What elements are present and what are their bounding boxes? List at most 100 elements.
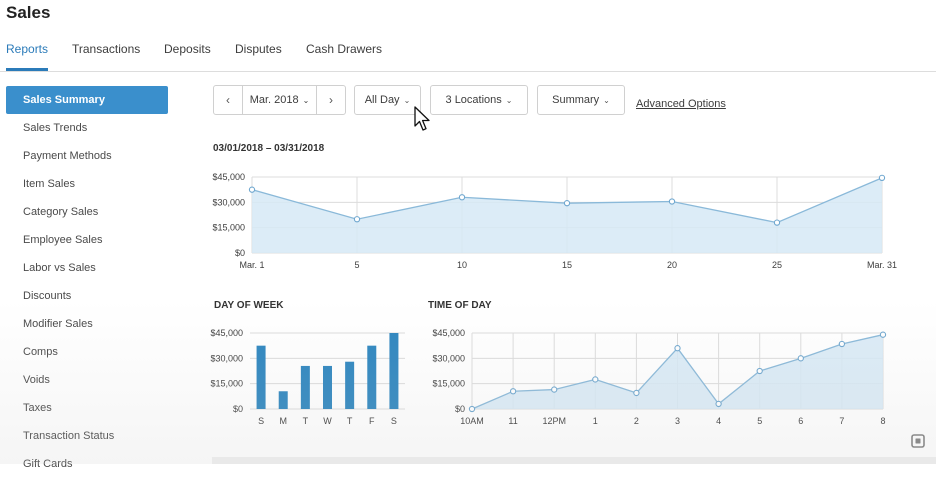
locations-dropdown[interactable]: 3 Locations ⌄	[430, 85, 528, 115]
sidebar-item-item-sales[interactable]: Item Sales	[23, 178, 75, 190]
previous-month-button[interactable]: ‹	[226, 93, 230, 107]
tod-chart-x-tick-label: 7	[839, 416, 844, 426]
dow-chart-y-tick-label: $0	[233, 404, 243, 414]
sidebar-item-taxes[interactable]: Taxes	[23, 402, 52, 414]
tod-chart-y-tick-label: $0	[455, 404, 465, 414]
tod-chart-x-tick-label: 3	[675, 416, 680, 426]
dow-chart-bar	[345, 361, 355, 409]
date-range-label: 03/01/2018 – 03/31/2018	[213, 143, 325, 154]
tab-deposits[interactable]: Deposits	[164, 42, 211, 56]
chevron-down-icon: ⌄	[505, 95, 513, 105]
tab-cash-drawers[interactable]: Cash Drawers	[306, 42, 383, 56]
mouse-pointer-icon	[414, 106, 430, 131]
dow-chart-x-tick-label: T	[347, 416, 353, 426]
month-picker: ‹ Mar. 2018 ⌄ ›	[213, 85, 346, 115]
dow-chart-x-tick-label: F	[369, 416, 375, 426]
month-chart-area-fill	[252, 177, 882, 253]
dow-chart-bar	[300, 365, 310, 409]
month-chart-data-point	[353, 216, 361, 223]
dow-chart-bar	[389, 333, 399, 409]
time-filter-dropdown[interactable]: All Day ⌄	[354, 85, 421, 115]
dow-chart-y-tick-label: $45,000	[210, 328, 243, 338]
tod-chart-data-point	[715, 400, 722, 408]
tod-chart-x-tick-label: 1	[593, 416, 598, 426]
sidebar-item-transaction-status[interactable]: Transaction Status	[23, 430, 115, 442]
month-label: Mar. 2018	[249, 94, 299, 106]
sidebar-item-comps[interactable]: Comps	[23, 346, 58, 358]
tab-reports[interactable]: Reports	[6, 42, 49, 56]
next-month-button[interactable]: ›	[329, 93, 333, 107]
sidebar-item-sales-trends[interactable]: Sales Trends	[23, 122, 88, 134]
tod-chart-data-point	[838, 340, 846, 348]
day-of-week-title: DAY OF WEEK	[214, 300, 284, 311]
active-tab-indicator	[6, 68, 48, 71]
month-chart-data-point	[563, 200, 571, 207]
tod-chart-data-point	[633, 389, 640, 397]
sidebar-item-category-sales[interactable]: Category Sales	[23, 206, 99, 218]
sidebar-item-employee-sales[interactable]: Employee Sales	[23, 234, 103, 246]
tod-chart-x-tick-label: 11	[508, 416, 517, 426]
month-chart-y-tick-label: $0	[235, 248, 245, 258]
sidebar-item-discounts[interactable]: Discounts	[23, 290, 72, 302]
time-of-day-title: TIME OF DAY	[428, 300, 492, 311]
tod-chart-x-tick-label: 10AM	[460, 416, 484, 426]
month-chart-x-tick-label: 25	[772, 260, 782, 270]
month-chart-y-tick-label: $15,000	[212, 223, 245, 233]
sidebar-item-gift-cards[interactable]: Gift Cards	[23, 458, 73, 470]
month-dropdown[interactable]: Mar. 2018 ⌄	[242, 86, 317, 114]
dow-chart-bar	[256, 345, 266, 409]
sidebar-item-modifier-sales[interactable]: Modifier Sales	[23, 318, 93, 330]
dow-chart-y-tick-label: $30,000	[210, 353, 243, 363]
tod-chart-area-fill	[472, 334, 883, 409]
view-dropdown[interactable]: Summary ⌄	[537, 85, 625, 115]
tod-chart-y-tick-label: $45,000	[432, 328, 465, 338]
advanced-options-link[interactable]: Advanced Options	[636, 98, 726, 110]
tod-chart-data-point	[879, 331, 887, 338]
tod-chart-data-point	[551, 386, 558, 393]
tab-transactions[interactable]: Transactions	[72, 42, 141, 56]
bottom-panel-edge	[212, 457, 936, 464]
dow-chart-bar	[367, 345, 377, 409]
tab-disputes[interactable]: Disputes	[235, 42, 282, 56]
sidebar-item-labor-vs-sales[interactable]: Labor vs Sales	[23, 262, 96, 274]
sales-over-month-chart: $45,000 $30,000 $15,000 $0 Mar. 1 5 10 15 20 25 Ma…	[212, 172, 897, 270]
sidebar-item-sales-summary[interactable]: Sales Summary	[6, 86, 168, 114]
tod-chart-y-tick-label: $30,000	[432, 353, 465, 363]
dow-chart-x-tick-label: T	[303, 416, 309, 426]
tod-chart-x-tick-label: 2	[634, 416, 639, 426]
tod-chart-x-tick-label: 5	[757, 416, 762, 426]
chevron-down-icon: ⌄	[302, 95, 310, 105]
dow-chart-bar	[278, 391, 288, 409]
day-of-week-chart: $45,000 $30,000 $15,000 $0 S M T W T F S	[210, 328, 405, 426]
page-title: Sales	[6, 3, 51, 22]
locations-label: 3 Locations	[445, 94, 502, 106]
month-chart-x-tick-label: Mar. 31	[867, 260, 897, 270]
square-logo-icon	[911, 434, 925, 448]
month-chart-x-tick-label: 5	[354, 260, 359, 270]
month-chart-data-point	[458, 194, 466, 201]
tab-bar: Reports Transactions Deposits Disputes C…	[0, 40, 936, 72]
dow-chart-x-tick-label: S	[391, 416, 397, 426]
tod-chart-x-tick-label: 8	[880, 416, 885, 426]
month-chart-x-tick-label: 20	[667, 260, 677, 270]
tod-chart-y-tick-label: $15,000	[432, 379, 465, 389]
sidebar-item-voids[interactable]: Voids	[23, 374, 50, 386]
tod-chart-data-point	[756, 367, 763, 375]
month-chart-y-tick-label: $30,000	[212, 197, 245, 207]
tod-chart-data-point	[674, 345, 681, 352]
dow-chart-x-tick-label: W	[323, 416, 332, 426]
time-of-day-chart: $45,000 $30,000 $15,000 $0 10AM 11 12PM 1 2 3 4 5 6 7…	[432, 328, 887, 426]
month-chart-data-point	[668, 198, 676, 205]
time-filter-label: All Day	[364, 94, 400, 106]
tod-chart-data-point	[797, 355, 804, 362]
tod-chart-x-tick-label: 6	[798, 416, 803, 426]
month-chart-x-tick-label: 10	[457, 260, 467, 270]
tod-chart-x-tick-label: 4	[716, 416, 721, 426]
sidebar-item-payment-methods[interactable]: Payment Methods	[23, 150, 112, 162]
dow-chart-x-tick-label: M	[279, 416, 287, 426]
tod-chart-data-point	[509, 388, 517, 395]
chevron-down-icon: ⌄	[403, 95, 411, 105]
dow-chart-bar	[323, 365, 332, 409]
month-chart-x-tick-label: 15	[562, 260, 572, 270]
month-chart-data-point	[248, 186, 256, 193]
